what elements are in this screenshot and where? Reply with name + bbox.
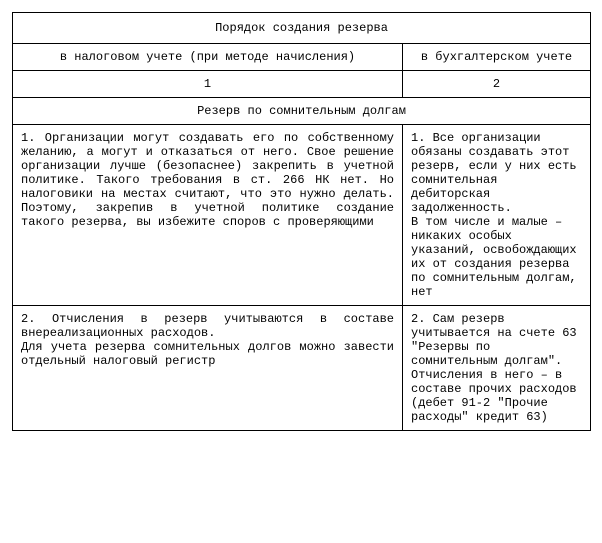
colnum-left: 1 — [13, 71, 403, 98]
title-row: Порядок создания резерва — [13, 13, 591, 44]
cell-left-1: 1. Организации могут создавать его по со… — [13, 125, 403, 306]
section-row: Резерв по сомнительным долгам — [13, 98, 591, 125]
table-row: 1. Организации могут создавать его по со… — [13, 125, 591, 306]
header-row: в налоговом учете (при методе начисления… — [13, 44, 591, 71]
cell-right-2: 2. Сам резерв учитывается на счете 63 "Р… — [403, 306, 591, 431]
section-title: Резерв по сомнительным долгам — [13, 98, 591, 125]
table-row: 2. Отчисления в резерв учитываются в сос… — [13, 306, 591, 431]
header-left: в налоговом учете (при методе начисления… — [13, 44, 403, 71]
reserve-table: Порядок создания резерва в налоговом уче… — [12, 12, 591, 431]
colnum-right: 2 — [403, 71, 591, 98]
cell-left-2: 2. Отчисления в резерв учитываются в сос… — [13, 306, 403, 431]
table-title: Порядок создания резерва — [13, 13, 591, 44]
colnum-row: 1 2 — [13, 71, 591, 98]
cell-right-1: 1. Все организации обязаны создавать это… — [403, 125, 591, 306]
header-right: в бухгалтерском учете — [403, 44, 591, 71]
